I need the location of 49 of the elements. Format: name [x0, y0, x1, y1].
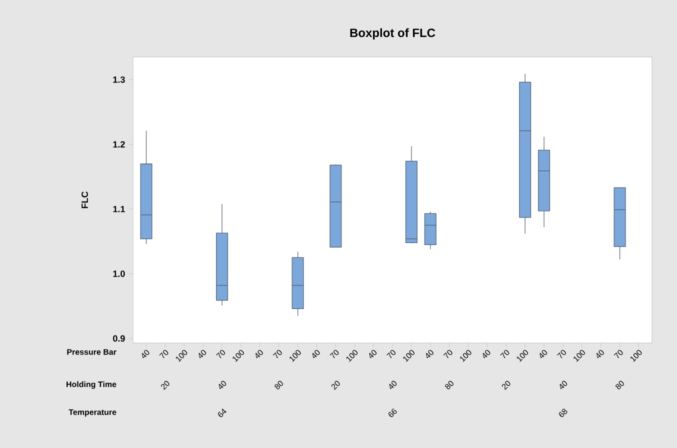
x-tick-label: 40 — [482, 350, 490, 358]
text: 64 — [218, 408, 226, 418]
text: Temperature — [68, 409, 116, 417]
x-tick-label: 40 — [198, 350, 206, 358]
x-tick-label: 70 — [386, 350, 396, 358]
x-tick-label: 40 — [312, 350, 320, 358]
x-tick-label: 70 — [330, 350, 339, 358]
y-tick-label: 0.9 — [113, 335, 125, 342]
x-tick-label: 70 — [614, 350, 623, 358]
x-tick-label: 40 — [596, 350, 604, 358]
y-tick-label: 1.1 — [113, 206, 125, 212]
x-tick-label: 70 — [443, 350, 452, 358]
text: 40 — [218, 380, 226, 390]
x-tick-label: 40 — [369, 350, 377, 358]
x-tick-label: 100 — [232, 350, 244, 362]
x-tick-label: 70 — [500, 350, 510, 358]
text: 68 — [558, 408, 568, 418]
text: 20 — [332, 380, 340, 390]
x-tick-label: 100 — [460, 350, 472, 362]
x-tick-label: 100 — [516, 350, 528, 362]
text: Pressure Bar — [67, 349, 116, 355]
text: 80 — [445, 380, 454, 390]
y-axis-title: FLC — [82, 191, 88, 208]
x-tick-label: 70 — [557, 350, 566, 358]
x-tick-label: 100 — [290, 350, 301, 362]
text: 40 — [560, 380, 568, 390]
y-tick-label: 1.3 — [113, 76, 125, 83]
x-tick-label: 70 — [272, 350, 282, 358]
text: 40 — [389, 380, 397, 390]
text: 80 — [274, 380, 283, 390]
x-tick-label: 100 — [176, 350, 188, 362]
x-tick-label: 40 — [142, 350, 150, 358]
text: 66 — [388, 408, 397, 418]
x-tick-label: 100 — [630, 350, 642, 362]
text: 20 — [161, 380, 170, 390]
y-tick-label: 1.0 — [113, 270, 125, 277]
x-tick-label: 100 — [346, 350, 358, 362]
chart-title: Boxplot of FLC — [350, 28, 436, 40]
text: 20 — [502, 380, 510, 390]
x-tick-label: 70 — [216, 350, 225, 358]
x-tick-label: 70 — [159, 350, 168, 358]
text: Holding Time — [66, 381, 116, 389]
x-tick-label: 100 — [574, 350, 585, 362]
text: 80 — [616, 380, 624, 390]
x-tick-label: 40 — [256, 350, 263, 358]
x-tick-label: 40 — [540, 350, 548, 358]
x-tick-label: 40 — [426, 350, 434, 358]
x-tick-label: 100 — [403, 350, 414, 362]
y-tick-label: 1.2 — [113, 141, 125, 148]
